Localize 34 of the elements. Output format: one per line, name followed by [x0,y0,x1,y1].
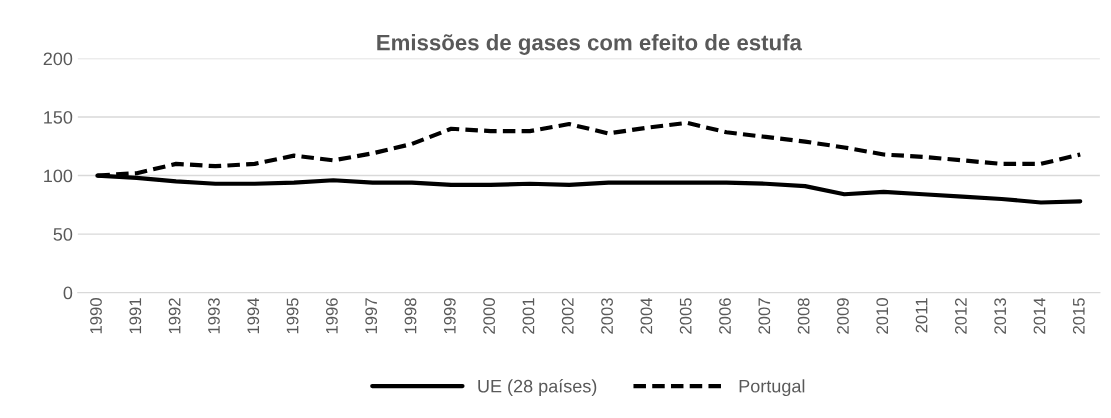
x-tick-label: 2015 [1072,298,1085,334]
x-tick-label: 2002 [561,298,574,334]
chart-title: Emissões de gases com efeito de estufa [377,34,803,55]
x-tick-label: 2013 [994,298,1007,334]
x-tick-label: 2007 [758,298,771,334]
x-tick-label: 1993 [208,298,220,334]
x-tick-label: 1991 [129,298,142,334]
x-tick-label: 1995 [286,298,299,334]
x-tick-label: 1999 [443,298,456,334]
y-tick-label: 150 [44,110,73,124]
x-tick-label: 2012 [954,298,967,334]
y-tick-label: 50 [53,228,73,241]
x-tick-label: 2008 [797,298,810,334]
x-tick-label: 2006 [719,298,731,334]
x-tick-label: 1997 [365,298,378,334]
y-tick-label: 200 [43,52,73,66]
x-tick-label: 2004 [640,297,653,334]
x-tick-label: 2001 [522,298,535,334]
legend-label: Portugal [739,379,805,397]
x-tick-label: 1990 [90,298,102,334]
x-tick-label: 2009 [837,298,849,334]
x-tick-label: 2005 [679,298,692,334]
x-tick-label: 2010 [876,298,889,334]
x-tick-label: 1992 [168,298,181,334]
legend-label: UE (28 países) [478,379,597,397]
x-tick-label: 1996 [325,298,338,334]
x-tick-label: 1994 [247,297,260,334]
x-tick-label: 2003 [601,298,613,334]
x-tick-label: 1998 [404,298,417,334]
x-tick-label: 2011 [915,298,928,333]
x-tick-label: 2000 [483,298,496,334]
y-tick-label: 0 [63,286,73,300]
x-tick-label: 2014 [1033,297,1046,334]
y-tick-label: 100 [44,169,73,183]
